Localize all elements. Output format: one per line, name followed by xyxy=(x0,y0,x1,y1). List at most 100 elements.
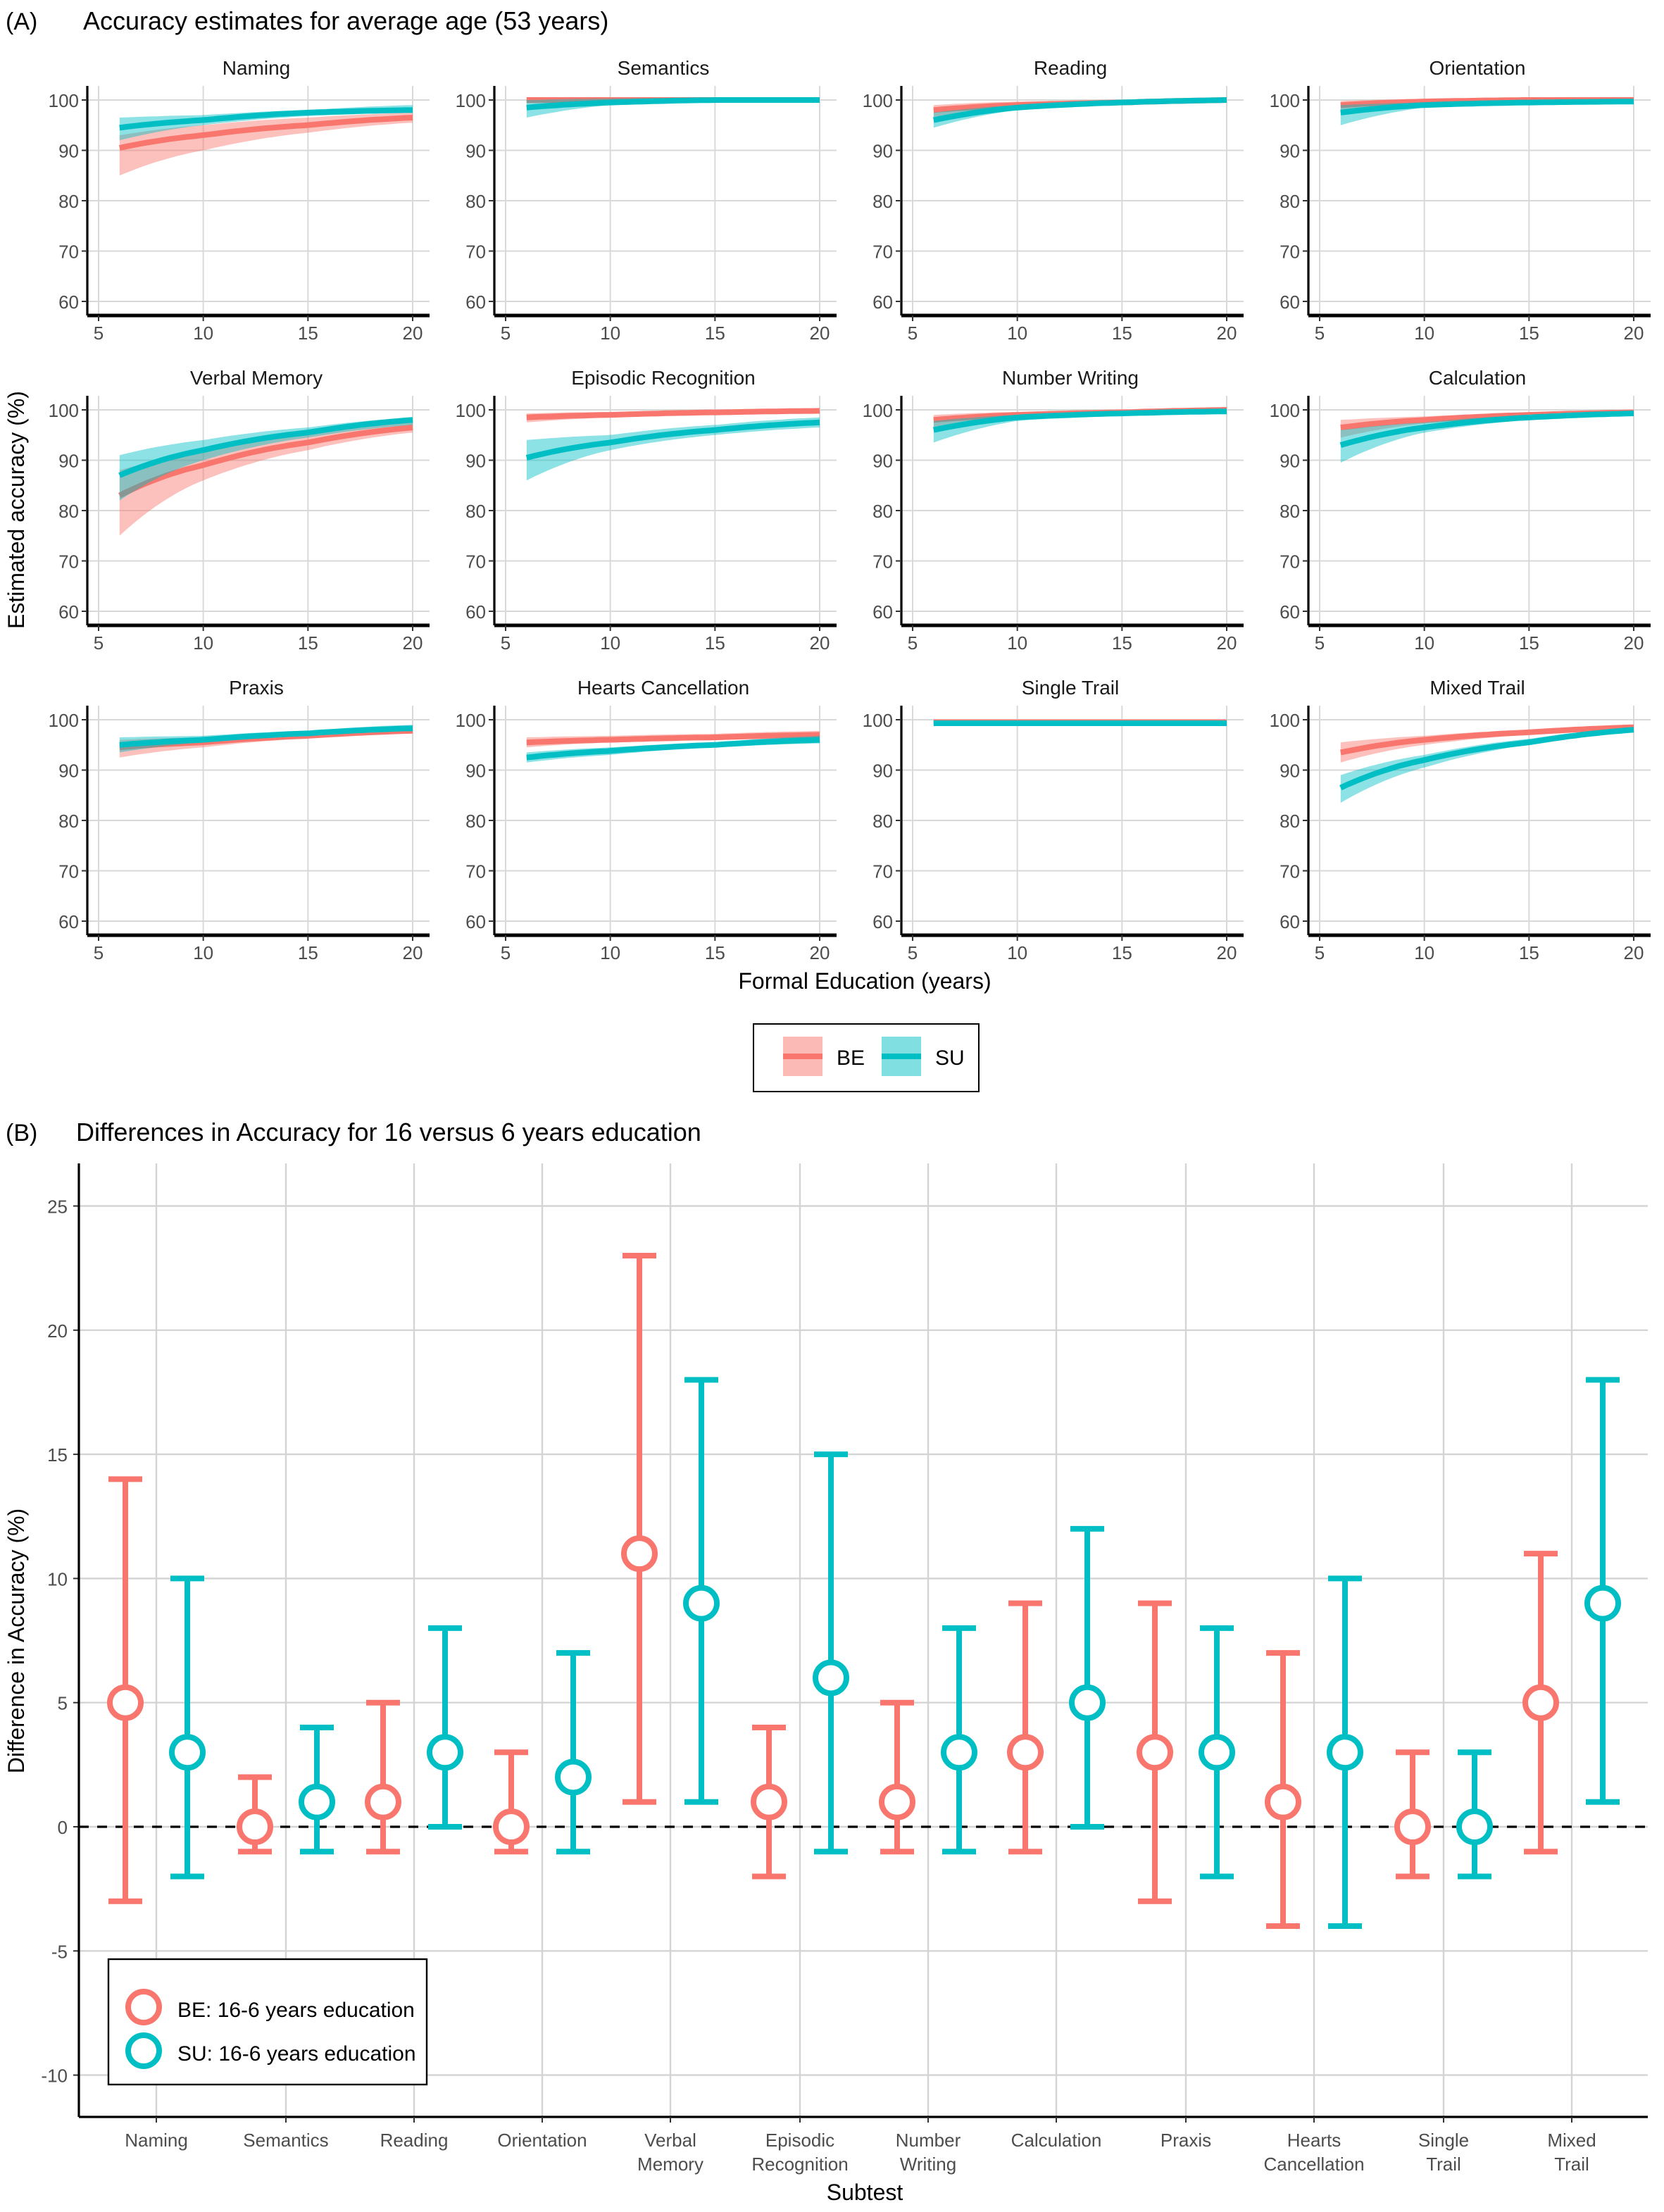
facet-reading: Reading 60 70 80 90 100 5 10 15 20 xyxy=(863,57,1244,344)
y-tick-label: 60 xyxy=(465,292,486,313)
errorbar-su xyxy=(1584,1377,1621,1805)
x-tick-label: Recognition xyxy=(751,2154,848,2175)
errorbar-be xyxy=(879,1699,915,1855)
y-tick-label: 80 xyxy=(58,501,79,522)
y-tick-label: 90 xyxy=(872,761,893,782)
point-estimate xyxy=(107,1684,144,1721)
x-tick-label: 20 xyxy=(403,323,423,344)
y-tick-label: 90 xyxy=(1280,761,1300,782)
estimate-line-su xyxy=(1339,727,1634,791)
y-tick-label: 80 xyxy=(465,191,486,212)
y-tick-label: 15 xyxy=(47,1444,68,1466)
y-tick-label: 80 xyxy=(1280,191,1300,212)
estimate-line-su xyxy=(525,419,820,461)
facet-single-trail: Single Trail 60 70 80 90 100 5 10 15 20 xyxy=(863,677,1244,963)
x-tick-label: 5 xyxy=(1315,942,1325,963)
point-estimate xyxy=(1137,1734,1173,1771)
estimate-line-su xyxy=(1340,99,1634,115)
y-tick-label: 70 xyxy=(1280,551,1300,573)
y-tick-label: 10 xyxy=(47,1568,68,1589)
y-tick-label: 90 xyxy=(465,451,486,472)
y-tick-label: 100 xyxy=(1270,90,1300,111)
errorbar-be xyxy=(1394,1749,1431,1880)
y-tick-label: 25 xyxy=(47,1196,68,1218)
x-tick-label: 10 xyxy=(600,323,620,344)
errorbar-su xyxy=(555,1650,592,1855)
x-tick-label: 15 xyxy=(1112,323,1132,344)
x-tick-label: Memory xyxy=(637,2154,703,2175)
facet-title: Verbal Memory xyxy=(190,367,323,389)
x-tick-label: 5 xyxy=(501,632,511,654)
point-estimate xyxy=(1456,1808,1493,1845)
estimate-line-be xyxy=(118,115,413,151)
point-estimate xyxy=(299,1783,335,1820)
estimate-line-be xyxy=(118,425,413,499)
y-tick-label: 80 xyxy=(872,811,893,832)
facet-title: Reading xyxy=(1034,57,1107,79)
x-tick-label: 15 xyxy=(298,942,318,963)
panel-a-label: (A) xyxy=(6,8,37,35)
errorbar-su xyxy=(1456,1749,1493,1880)
y-tick-label: -5 xyxy=(51,1941,68,1962)
y-tick-label: 5 xyxy=(58,1693,68,1714)
facet-mixed-trail: Mixed Trail 60 70 80 90 100 5 10 15 20 xyxy=(1270,677,1651,963)
point-estimate xyxy=(813,1659,849,1697)
legend-marker-su xyxy=(125,2032,162,2069)
errorbar-be xyxy=(107,1476,144,1904)
y-tick-label: 80 xyxy=(872,191,893,212)
legend-box xyxy=(107,1958,428,2086)
y-tick-label: 60 xyxy=(58,911,79,932)
x-tick-label: 10 xyxy=(1007,323,1027,344)
y-tick-label: 100 xyxy=(49,400,79,421)
y-tick-label: 60 xyxy=(58,292,79,313)
facet-title: Episodic Recognition xyxy=(571,367,756,389)
x-tick-label: Reading xyxy=(380,2130,449,2151)
x-tick-label: 20 xyxy=(1624,632,1644,654)
y-tick-label: 70 xyxy=(872,861,893,882)
facet-title: Praxis xyxy=(229,677,284,699)
x-tick-label: 10 xyxy=(1414,942,1434,963)
legend-marker-be xyxy=(125,1989,162,2025)
point-estimate xyxy=(365,1783,401,1820)
estimate-line-su xyxy=(119,725,413,748)
y-tick-label: 70 xyxy=(58,551,79,573)
y-tick-label: 80 xyxy=(1280,501,1300,522)
x-tick-label: Calculation xyxy=(1011,2130,1102,2151)
estimate-line-su xyxy=(526,97,820,111)
x-tick-label: 20 xyxy=(1217,942,1237,963)
point-estimate xyxy=(1394,1808,1431,1845)
y-tick-label: 70 xyxy=(465,242,486,263)
point-estimate xyxy=(941,1734,977,1771)
y-tick-label: 100 xyxy=(1270,710,1300,731)
x-tick-label: 10 xyxy=(1414,323,1434,344)
y-tick-label: 90 xyxy=(58,141,79,162)
x-tick-label: Mixed xyxy=(1547,2130,1596,2151)
point-estimate xyxy=(1007,1734,1044,1771)
y-tick-label: 60 xyxy=(1280,911,1300,932)
facet-hearts-cancellation: Hearts Cancellation 60 70 80 90 100 5 10 15 20 xyxy=(456,677,837,963)
errorbar-su xyxy=(1069,1525,1106,1830)
y-tick-label: 90 xyxy=(58,761,79,782)
x-tick-label: 10 xyxy=(1007,942,1027,963)
legend-label-be: BE xyxy=(837,1046,865,1070)
point-estimate xyxy=(621,1535,658,1573)
y-tick-label: 70 xyxy=(872,242,893,263)
point-estimate xyxy=(237,1808,273,1845)
facet-grid: Naming 60 70 80 90 100 5 10 15 20 Semantics 60 70 80 9… xyxy=(49,57,1651,963)
errorbar-be xyxy=(1007,1600,1044,1855)
y-tick-label: 70 xyxy=(1280,242,1300,263)
confidence-band-be xyxy=(119,422,413,536)
x-tick-label: Writing xyxy=(900,2154,956,2175)
y-tick-label: 80 xyxy=(58,811,79,832)
panel-b-x-label: Subtest xyxy=(827,2180,903,2205)
x-tick-label: 10 xyxy=(600,632,620,654)
x-tick-label: 5 xyxy=(908,323,918,344)
y-tick-label: 70 xyxy=(1280,861,1300,882)
legend-label-su: SU xyxy=(935,1046,965,1070)
y-tick-label: 60 xyxy=(872,911,893,932)
x-tick-label: 15 xyxy=(705,942,725,963)
y-tick-label: -10 xyxy=(41,2066,68,2087)
confidence-band-su xyxy=(1340,411,1634,463)
y-tick-label: 80 xyxy=(58,191,79,212)
x-tick-label: 5 xyxy=(501,942,511,963)
